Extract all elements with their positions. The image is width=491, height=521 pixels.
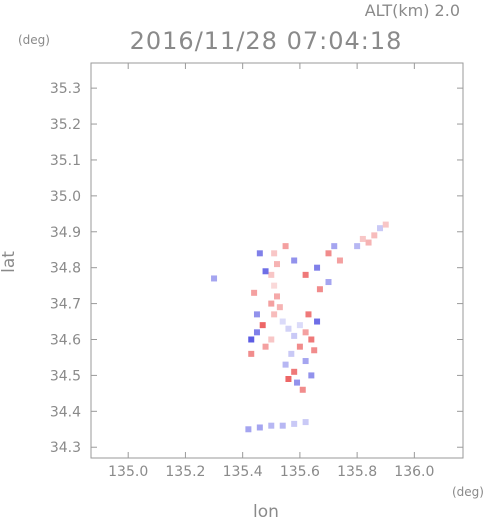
data-cell [302, 358, 309, 365]
data-cell [268, 422, 275, 429]
x-axis-title: lon [253, 502, 279, 521]
data-cell [371, 232, 378, 239]
data-cell [274, 261, 280, 268]
data-cell [325, 250, 332, 257]
data-cell [282, 243, 289, 250]
data-cell [359, 235, 366, 242]
data-cell [305, 311, 312, 318]
data-cell [302, 329, 309, 336]
x-tick-label: 135.6 [280, 464, 320, 480]
data-cell [314, 318, 321, 325]
data-cell [291, 257, 298, 264]
data-cell [268, 271, 275, 278]
data-cell [248, 350, 255, 357]
data-cell [377, 225, 384, 232]
y-tick-label: 35.2 [50, 117, 81, 133]
x-tick-label: 135.8 [337, 464, 377, 480]
x-tick-label: 135.0 [108, 464, 148, 480]
x-tick-label: 135.2 [165, 464, 205, 480]
y-tick-label: 34.6 [50, 333, 81, 349]
data-cell [251, 289, 258, 296]
data-cell [291, 332, 298, 339]
data-cell [256, 250, 263, 257]
y-tick-label: 35.0 [50, 189, 81, 205]
data-cell [253, 329, 260, 336]
altitude-label: ALT(km) 2.0 [365, 1, 460, 20]
data-cell [294, 379, 301, 386]
y-tick-label: 35.3 [50, 81, 81, 97]
data-cell [302, 419, 309, 426]
data-cell [302, 271, 309, 278]
y-axis-title: lat [0, 251, 19, 273]
data-cell [288, 350, 295, 357]
data-cell [336, 257, 343, 264]
data-cell [256, 424, 263, 431]
x-unit-label: (deg) [452, 485, 484, 499]
y-tick-label: 34.4 [50, 404, 81, 420]
data-cell [291, 368, 298, 375]
ticks-layer: 135.0 135.2 135.4 135.6 135.8 136.0 34.3 34.4 34… [50, 63, 463, 480]
data-cell [285, 325, 292, 332]
data-cell [282, 361, 289, 368]
y-tick-label: 34.5 [50, 368, 81, 384]
data-cell [311, 347, 318, 354]
data-cell [382, 221, 389, 228]
data-cell [271, 311, 278, 318]
y-unit-label: (deg) [18, 33, 50, 47]
data-cell [308, 336, 315, 343]
data-cell [248, 336, 255, 343]
data-cell [274, 293, 280, 300]
y-tick-label: 34.7 [50, 297, 81, 313]
data-cell [296, 343, 303, 350]
data-cell [299, 386, 306, 393]
y-tick-label: 34.3 [50, 440, 81, 456]
data-cell [262, 343, 269, 350]
data-cell [245, 426, 252, 433]
plot-frame [90, 62, 464, 459]
data-cell [262, 268, 269, 275]
data-cell [279, 422, 286, 429]
y-tick-label: 34.8 [50, 261, 81, 277]
data-cell [316, 286, 323, 293]
data-cell [271, 282, 278, 289]
chart-title: 2016/11/28 07:04:18 [130, 27, 403, 55]
data-cell [268, 300, 275, 307]
data-cell [354, 243, 361, 250]
data-cell [296, 322, 303, 329]
data-cell [331, 243, 338, 250]
x-tick-label: 136.0 [394, 464, 434, 480]
data-cell [271, 250, 278, 257]
y-tick-label: 34.9 [50, 225, 81, 241]
data-cell [259, 322, 266, 329]
data-cell [365, 239, 372, 246]
x-tick-label: 135.4 [223, 464, 263, 480]
y-tick-label: 35.1 [50, 153, 81, 169]
data-cell [325, 279, 332, 286]
data-cell [211, 275, 218, 282]
data-cell [276, 304, 283, 311]
data-cell [268, 336, 275, 343]
data-cell [291, 420, 298, 427]
data-cell [308, 372, 315, 379]
data-cell [279, 318, 286, 325]
cells-layer [211, 221, 389, 433]
data-cell [253, 311, 260, 318]
data-cell [285, 376, 292, 382]
data-cell [314, 264, 321, 271]
